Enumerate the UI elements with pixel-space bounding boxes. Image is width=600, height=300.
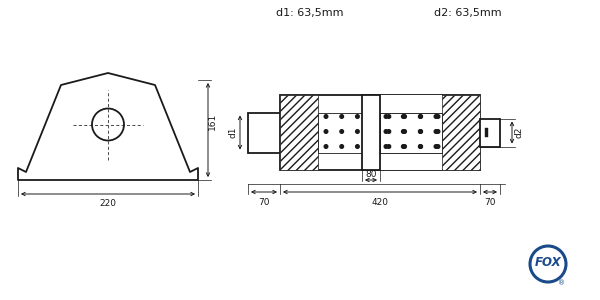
Text: 161: 161 [208,113,217,130]
Circle shape [340,115,344,118]
Circle shape [384,130,388,133]
Circle shape [340,145,344,148]
Circle shape [387,115,391,118]
Circle shape [387,130,391,133]
Text: d1: 63,5mm: d1: 63,5mm [276,8,344,18]
Bar [362,95,380,170]
Circle shape [371,130,375,133]
Circle shape [419,115,422,118]
Bar [380,112,442,152]
Bar [280,95,480,170]
Text: 80: 80 [365,170,377,179]
Circle shape [434,115,438,118]
Bar [480,118,500,146]
Circle shape [324,130,328,133]
Circle shape [371,145,375,148]
Circle shape [434,130,438,133]
Circle shape [384,115,388,118]
Bar [380,95,442,170]
Text: FOX: FOX [535,256,562,269]
Text: 420: 420 [371,198,389,207]
Circle shape [356,130,359,133]
Circle shape [324,115,328,118]
Circle shape [418,145,422,148]
Text: d2: 63,5mm: d2: 63,5mm [434,8,502,18]
Circle shape [418,115,422,118]
Bar [442,95,480,170]
Circle shape [436,145,440,148]
Circle shape [356,115,359,118]
Circle shape [403,115,406,118]
Bar [318,112,442,152]
Circle shape [401,115,405,118]
Circle shape [418,130,422,133]
Circle shape [384,145,388,148]
Circle shape [371,115,375,118]
Circle shape [340,130,344,133]
Text: ®: ® [558,280,565,286]
Text: 70: 70 [258,198,270,207]
Bar [280,95,318,170]
Circle shape [436,115,440,118]
Text: d1: d1 [228,127,237,138]
Text: d2: d2 [515,127,524,138]
Circle shape [419,145,422,148]
Text: 70: 70 [484,198,496,207]
Circle shape [403,130,406,133]
Circle shape [401,130,405,133]
Circle shape [387,145,391,148]
Circle shape [434,145,438,148]
Bar [248,112,280,152]
Text: 220: 220 [100,199,116,208]
Circle shape [356,145,359,148]
Circle shape [436,130,440,133]
Bar [485,128,488,137]
Circle shape [324,145,328,148]
Circle shape [401,145,405,148]
Circle shape [419,130,422,133]
Circle shape [403,145,406,148]
